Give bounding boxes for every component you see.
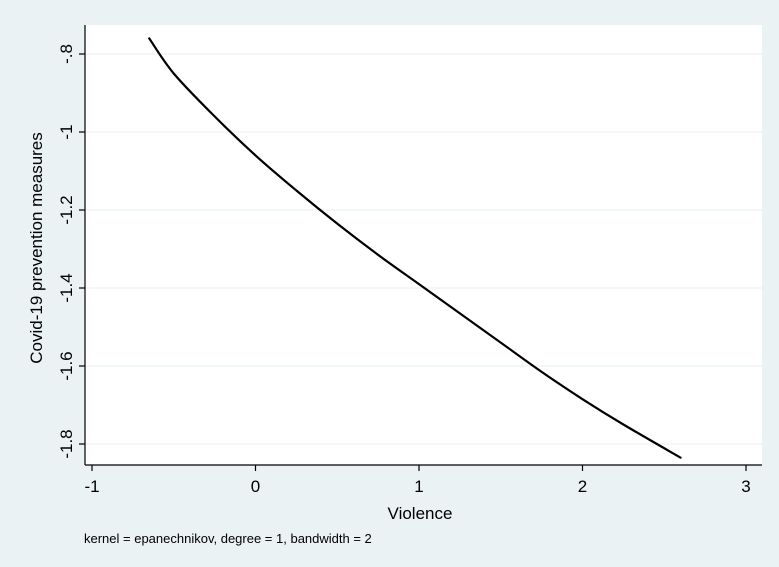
y-tick-label-1: -1 <box>57 124 76 139</box>
x-axis-ticks: -1 0 1 2 3 <box>84 465 751 496</box>
x-tick-label-3: 2 <box>578 477 587 496</box>
x-tick-label-0: -1 <box>84 477 99 496</box>
y-tick-label-5: -1.8 <box>57 429 76 458</box>
x-tick-label-1: 0 <box>251 477 260 496</box>
y-tick-label-3: -1.4 <box>57 273 76 302</box>
y-tick-label-2: -1.2 <box>57 195 76 224</box>
y-axis-title: Covid-19 prevention measures <box>27 132 46 364</box>
chart-note: kernel = epanechnikov, degree = 1, bandw… <box>84 531 372 546</box>
y-tick-label-4: -1.6 <box>57 351 76 380</box>
x-tick-label-4: 3 <box>741 477 750 496</box>
series-layer <box>148 37 682 459</box>
y-axis-ticks: -.8 -1 -1.2 -1.4 -1.6 -1.8 <box>57 44 85 459</box>
x-tick-label-2: 1 <box>414 477 423 496</box>
y-tick-label-0: -.8 <box>57 44 76 64</box>
series-line-0 <box>148 37 682 459</box>
x-axis-title: Violence <box>388 504 453 523</box>
axes <box>84 25 762 466</box>
plot-area <box>85 25 762 465</box>
